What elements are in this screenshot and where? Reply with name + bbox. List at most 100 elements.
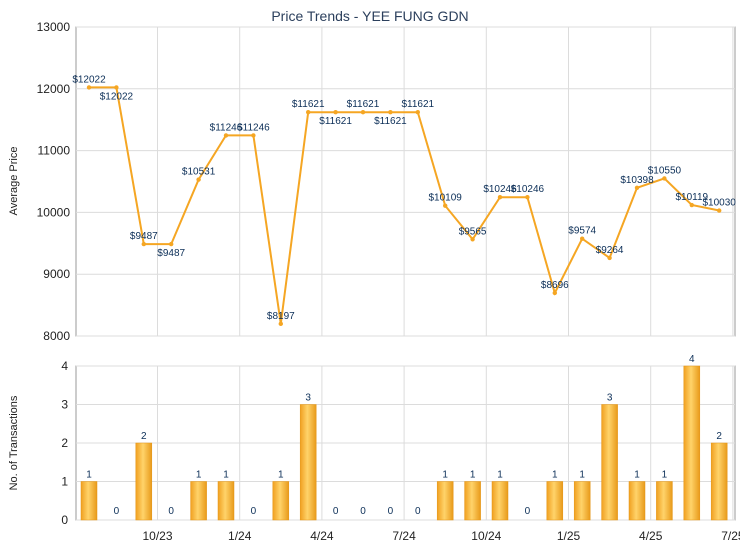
price-data-label: $12022 bbox=[100, 91, 134, 102]
transactions-bar bbox=[217, 481, 235, 521]
price-data-label: $10119 bbox=[675, 192, 708, 203]
x-tick-label: 7/24 bbox=[392, 529, 416, 543]
transactions-bar bbox=[491, 481, 509, 521]
price-data-label: $10398 bbox=[620, 175, 654, 186]
x-tick-label: 1/24 bbox=[228, 529, 252, 543]
price-point bbox=[470, 237, 475, 242]
price-point bbox=[86, 85, 92, 90]
price-data-label: $10550 bbox=[648, 165, 682, 176]
price-point bbox=[169, 241, 174, 247]
price-point bbox=[443, 203, 448, 208]
transactions-bar bbox=[656, 481, 673, 521]
price-point bbox=[333, 110, 338, 115]
x-tick-label: 10/24 bbox=[471, 529, 501, 543]
price-point bbox=[306, 110, 311, 115]
price-data-label: $11621 bbox=[374, 116, 407, 127]
price-point bbox=[223, 133, 229, 138]
transactions-axis-label: No. of Transactions bbox=[8, 395, 20, 490]
price-point bbox=[634, 185, 640, 191]
price-data-label: $11246 bbox=[210, 122, 243, 133]
x-tick-label: 1/25 bbox=[557, 529, 581, 543]
price-data-label: $9487 bbox=[157, 248, 185, 259]
transactions-data-label: 2 bbox=[716, 431, 722, 442]
transactions-panel: 0 1 2 3 4 No. of Transactions 1 0 2 0 1 1 0 1 3 0 0 0 0 1… bbox=[8, 354, 740, 543]
transactions-tick-label: 4 bbox=[61, 359, 68, 373]
transactions-data-label: 0 bbox=[525, 506, 531, 517]
transactions-bar bbox=[190, 481, 207, 521]
price-point bbox=[662, 176, 667, 181]
price-tick-label: 10000 bbox=[37, 205, 71, 219]
price-data-label: $10246 bbox=[483, 184, 517, 195]
price-tick-label: 11000 bbox=[38, 144, 71, 158]
transactions-data-label: 0 bbox=[388, 506, 394, 517]
price-data-label: $12022 bbox=[72, 74, 106, 85]
chart-title: Price Trends - YEE FUNG GDN bbox=[271, 8, 468, 24]
transactions-bar bbox=[299, 404, 317, 521]
transactions-data-label: 1 bbox=[634, 470, 640, 481]
price-point bbox=[607, 255, 612, 261]
transactions-data-label: 3 bbox=[607, 393, 613, 404]
transactions-data-label: 1 bbox=[223, 470, 229, 481]
price-series-line bbox=[89, 86, 720, 324]
price-data-label: $11621 bbox=[292, 99, 325, 110]
price-point bbox=[388, 110, 393, 115]
price-point bbox=[141, 241, 146, 247]
price-point bbox=[360, 110, 366, 115]
price-data-label: $9487 bbox=[130, 231, 158, 242]
price-data-label: $11621 bbox=[401, 99, 434, 110]
transactions-bar bbox=[464, 481, 481, 521]
price-data-label: $11246 bbox=[237, 122, 270, 133]
transactions-data-label: 0 bbox=[168, 506, 174, 517]
transactions-data-label: 2 bbox=[141, 431, 147, 442]
transactions-bar bbox=[546, 481, 564, 521]
price-point bbox=[415, 110, 420, 115]
x-tick-label: 4/24 bbox=[310, 529, 334, 543]
transactions-data-label: 1 bbox=[552, 470, 558, 481]
transactions-bar bbox=[601, 404, 618, 521]
transactions-data-label: 0 bbox=[114, 506, 120, 517]
price-data-label: $9565 bbox=[459, 226, 487, 237]
transactions-data-label: 1 bbox=[470, 470, 476, 481]
price-tick-label: 12000 bbox=[37, 82, 71, 96]
price-data-label: $11621 bbox=[347, 99, 380, 110]
transactions-tick-label: 0 bbox=[61, 513, 68, 527]
transactions-data-label: 1 bbox=[497, 470, 503, 481]
transactions-data-label: 1 bbox=[196, 470, 202, 481]
price-point bbox=[525, 194, 530, 200]
x-tick-label: 10/23 bbox=[142, 529, 172, 543]
price-data-label: $10246 bbox=[511, 184, 545, 195]
price-point bbox=[196, 177, 201, 182]
price-point bbox=[278, 321, 283, 327]
transactions-data-label: 1 bbox=[86, 470, 92, 481]
price-data-label: $9264 bbox=[596, 245, 624, 256]
transactions-data-label: 1 bbox=[442, 470, 448, 481]
transactions-bar bbox=[272, 481, 290, 521]
transactions-bar bbox=[80, 481, 98, 521]
transactions-tick-label: 3 bbox=[61, 398, 68, 412]
transactions-data-label: 0 bbox=[415, 506, 421, 517]
price-data-label: $9574 bbox=[568, 226, 596, 237]
price-point bbox=[580, 236, 585, 241]
transactions-bar bbox=[628, 481, 646, 521]
transactions-data-label: 3 bbox=[305, 393, 311, 404]
transactions-tick-label: 2 bbox=[61, 436, 68, 450]
transactions-data-label: 4 bbox=[689, 354, 695, 365]
price-panel: 8000 9000 10000 11000 12000 13000 Average Pri… bbox=[8, 20, 736, 343]
transactions-tick-label: 1 bbox=[61, 475, 68, 489]
transactions-data-label: 1 bbox=[278, 470, 284, 481]
transactions-bar bbox=[135, 442, 153, 521]
price-point bbox=[497, 194, 503, 200]
price-data-label: $10109 bbox=[429, 193, 463, 204]
x-tick-label: 4/25 bbox=[639, 529, 663, 543]
transactions-data-label: 1 bbox=[662, 470, 668, 481]
price-tick-label: 9000 bbox=[43, 267, 70, 281]
price-data-label: $8696 bbox=[541, 280, 569, 291]
price-data-label: $10531 bbox=[182, 167, 216, 178]
transactions-bar bbox=[573, 481, 591, 521]
price-data-label: $8197 bbox=[267, 311, 295, 322]
price-point bbox=[689, 202, 694, 208]
price-data-label: $10030 bbox=[703, 198, 737, 209]
transactions-bar bbox=[710, 442, 728, 521]
transactions-data-label: 0 bbox=[333, 506, 339, 517]
